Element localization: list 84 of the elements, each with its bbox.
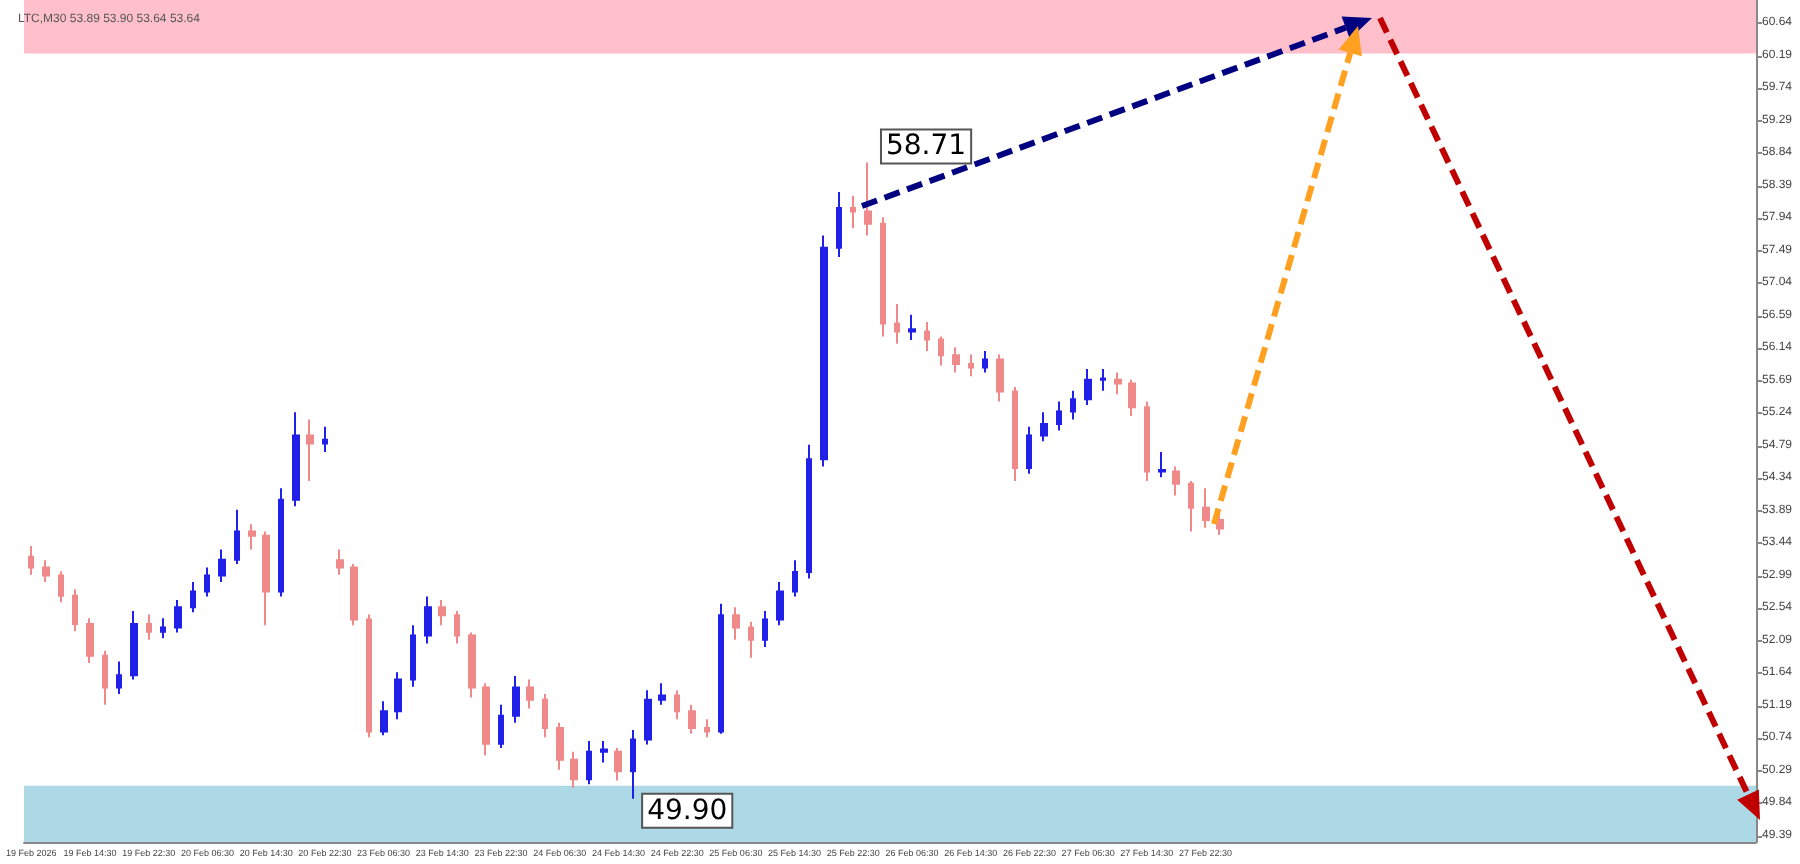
candlestick <box>556 721 564 771</box>
candlestick <box>1128 378 1136 417</box>
candlestick <box>718 602 724 735</box>
candlestick <box>792 559 798 598</box>
candlestick <box>174 599 182 634</box>
candlestick <box>864 161 872 237</box>
candlestick <box>924 321 930 352</box>
candlestick <box>102 649 108 706</box>
candlestick <box>350 562 358 627</box>
candlestick <box>1026 425 1032 475</box>
candlestick <box>586 739 592 786</box>
candlestick <box>1012 386 1018 482</box>
candlestick <box>952 346 960 374</box>
candlestick <box>1172 465 1180 497</box>
candlestick <box>938 335 944 367</box>
candlestick <box>204 566 210 598</box>
candlestick <box>58 570 64 604</box>
candlestick <box>806 443 812 580</box>
candlestick <box>748 620 754 659</box>
candlestick <box>996 353 1004 403</box>
candlestick <box>116 660 122 695</box>
candlestick <box>850 194 856 230</box>
candlestick <box>968 353 974 378</box>
candlestick <box>248 523 256 551</box>
annotation: 58.71 <box>885 130 967 163</box>
candlestick <box>278 487 284 598</box>
candlestick <box>776 581 784 627</box>
candlestick <box>1040 411 1048 443</box>
candlestick <box>820 234 828 468</box>
candlestick <box>438 599 446 627</box>
candlestick <box>424 595 432 645</box>
candlestick <box>380 700 388 737</box>
candlestick <box>394 671 402 721</box>
candlestick <box>218 548 226 584</box>
candlestick <box>570 750 578 789</box>
candlestick <box>704 718 710 739</box>
candlestick <box>234 508 240 565</box>
candlestick <box>262 530 270 627</box>
candlestick <box>306 418 314 482</box>
candlestick <box>526 678 534 710</box>
candlestick <box>410 624 416 688</box>
candlestick <box>468 631 476 699</box>
candlestick <box>146 613 152 641</box>
candlestick <box>72 588 78 633</box>
candlestick <box>86 617 94 664</box>
candlestick <box>512 674 520 724</box>
candlestick <box>674 689 680 721</box>
candlestick <box>1144 400 1150 482</box>
candlestick <box>1114 371 1122 396</box>
candlestick <box>542 692 548 739</box>
candlestick <box>454 609 460 645</box>
candlestick <box>614 747 622 782</box>
candlestick <box>482 682 490 757</box>
annotation: 49.90 <box>647 794 728 827</box>
candlestick <box>160 617 166 640</box>
candlestick <box>1158 451 1166 479</box>
candlestick <box>1070 389 1076 421</box>
candlestick <box>498 703 504 750</box>
candlestick <box>336 548 344 576</box>
candlestick <box>366 613 372 739</box>
candlestick <box>880 216 886 338</box>
candlestick <box>292 411 300 508</box>
candlestick <box>836 191 842 259</box>
candlestick <box>732 606 740 641</box>
candlestick <box>658 682 666 706</box>
candlestick <box>762 609 768 649</box>
candlestick <box>630 729 636 800</box>
candlestick <box>1216 512 1224 537</box>
candlestick <box>908 313 916 342</box>
candlestick <box>600 739 608 764</box>
candlestick <box>1056 400 1062 432</box>
candlestick <box>190 581 196 614</box>
candlestick <box>688 703 696 735</box>
candlestick <box>1084 368 1092 407</box>
candlestick <box>130 609 138 681</box>
candlestick <box>894 303 900 345</box>
candlestick <box>1100 368 1106 392</box>
candlestick <box>1202 487 1210 529</box>
candlestick <box>322 425 328 454</box>
candlestick <box>42 559 50 584</box>
candlestick <box>644 689 652 746</box>
candlestick <box>1188 479 1194 533</box>
candlestick <box>982 349 988 374</box>
candlestick <box>28 544 34 576</box>
